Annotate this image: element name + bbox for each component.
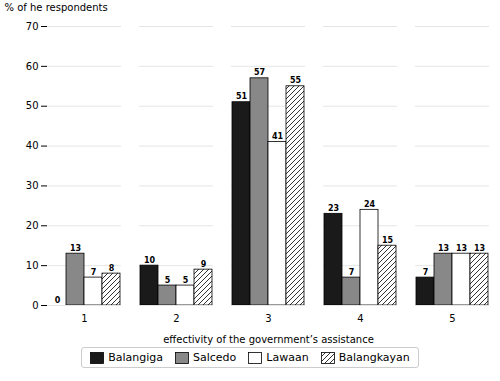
svg-text:7: 7: [349, 268, 355, 277]
svg-text:55: 55: [290, 76, 302, 85]
svg-text:60: 60: [26, 61, 39, 72]
svg-text:50: 50: [26, 100, 39, 111]
svg-text:13: 13: [474, 244, 485, 253]
svg-text:5: 5: [165, 276, 171, 285]
svg-text:23: 23: [328, 204, 339, 213]
svg-text:15: 15: [382, 236, 394, 245]
svg-text:57: 57: [254, 68, 265, 77]
svg-text:effectivity of the government’: effectivity of the government’s assistan…: [163, 334, 374, 345]
html-text:Balangkayan: Balangkayan: [338, 351, 410, 364]
svg-text:9: 9: [201, 260, 207, 269]
svg-text:% of he respondents: % of he respondents: [5, 2, 108, 13]
svg-text:4: 4: [357, 313, 363, 324]
html-text:Balangiga: Balangiga: [108, 351, 163, 364]
svg-text:20: 20: [26, 220, 39, 231]
svg-text:10: 10: [144, 256, 156, 265]
svg-text:7: 7: [91, 268, 97, 277]
svg-text:5: 5: [449, 313, 455, 324]
html-text:Lawaan: Lawaan: [266, 351, 309, 364]
svg-text:24: 24: [364, 200, 376, 209]
svg-text:2: 2: [173, 313, 179, 324]
svg-text:40: 40: [26, 140, 39, 151]
svg-text:8: 8: [109, 264, 115, 273]
svg-text:70: 70: [26, 21, 39, 32]
svg-text:13: 13: [70, 244, 81, 253]
svg-text:0: 0: [55, 296, 61, 305]
svg-text:30: 30: [26, 180, 39, 191]
html-text:Salcedo: Salcedo: [193, 351, 237, 364]
svg-text:3: 3: [265, 313, 271, 324]
svg-text:7: 7: [423, 268, 429, 277]
svg-text:10: 10: [26, 260, 39, 271]
svg-text:5: 5: [183, 276, 189, 285]
svg-text:0: 0: [32, 300, 38, 311]
svg-text:51: 51: [236, 92, 248, 101]
svg-text:13: 13: [456, 244, 467, 253]
svg-text:41: 41: [272, 132, 284, 141]
svg-text:1: 1: [81, 313, 87, 324]
svg-text:13: 13: [438, 244, 449, 253]
